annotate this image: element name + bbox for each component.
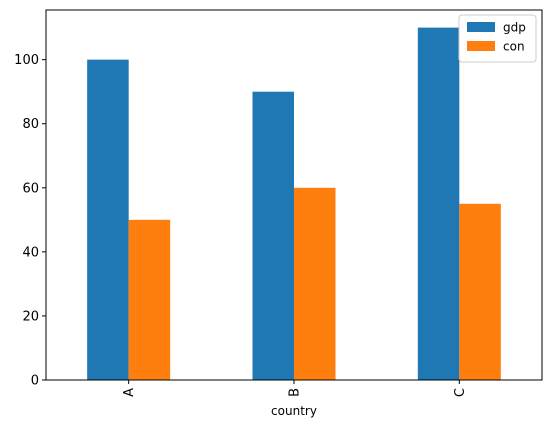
bars-group — [87, 27, 501, 381]
x-axis-label: country — [271, 404, 317, 418]
x-axis: A B C — [122, 380, 468, 397]
y-tick-label: 100 — [14, 53, 39, 68]
bar-gdp-C — [417, 27, 460, 380]
legend-swatch-con — [467, 41, 495, 51]
bar-gdp-B — [252, 91, 294, 381]
x-tick-label: A — [122, 388, 137, 397]
bar-con-A — [128, 219, 171, 380]
bar-con-B — [294, 187, 336, 380]
plot-frame — [45, 9, 543, 381]
y-tick-label: 60 — [22, 181, 39, 196]
legend: gdp con — [458, 14, 537, 63]
x-tick-label: B — [288, 388, 303, 397]
x-tick-label: C — [453, 388, 468, 397]
y-axis: 0 20 40 60 80 100 — [14, 53, 46, 389]
legend-swatch-gdp — [467, 22, 495, 32]
y-tick-label: 80 — [22, 117, 39, 132]
legend-label-con: con — [503, 40, 525, 54]
bar-con-C — [459, 203, 501, 380]
y-tick-label: 40 — [22, 245, 39, 260]
legend-label-gdp: gdp — [503, 21, 526, 35]
bar-gdp-A — [87, 59, 129, 380]
y-tick-label: 20 — [22, 309, 39, 324]
y-tick-label: 0 — [31, 374, 39, 389]
